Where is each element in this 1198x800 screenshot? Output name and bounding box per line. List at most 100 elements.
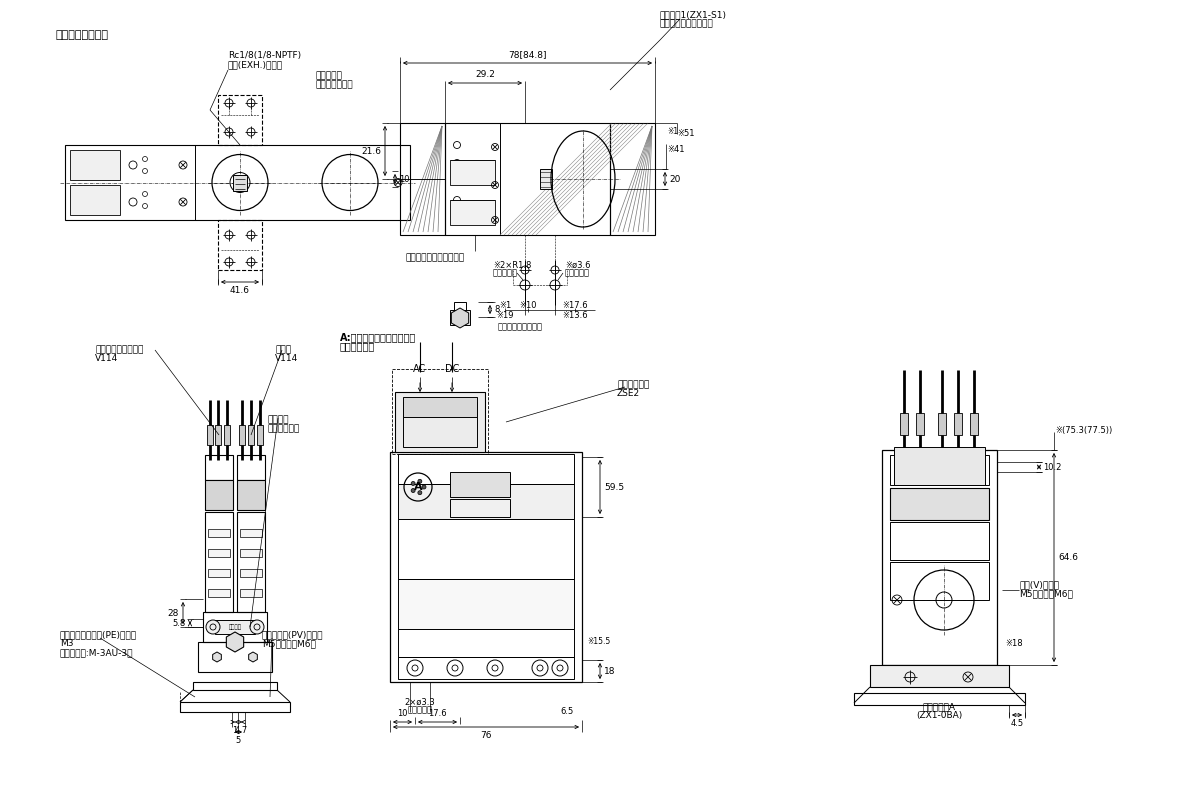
- Bar: [854, 693, 1025, 705]
- Bar: [208, 569, 230, 577]
- Text: A:ロックナット付破壊流量: A:ロックナット付破壊流量: [340, 332, 416, 342]
- Text: ポート排気の場合: ポート排気の場合: [55, 30, 108, 40]
- Text: 真空スイッチ: 真空スイッチ: [617, 380, 649, 389]
- Text: 1: 1: [232, 726, 237, 735]
- Bar: [240, 589, 262, 597]
- Bar: [205, 480, 232, 510]
- Text: Rc1/8(1/8-NPTF): Rc1/8(1/8-NPTF): [228, 51, 301, 60]
- Circle shape: [206, 620, 220, 634]
- Bar: [238, 425, 246, 445]
- Bar: [392, 369, 488, 454]
- Bar: [398, 484, 574, 519]
- Bar: [454, 302, 466, 310]
- Bar: [258, 425, 264, 445]
- Text: 76: 76: [480, 731, 491, 740]
- Text: ※10: ※10: [519, 301, 537, 310]
- Bar: [540, 169, 552, 189]
- Bar: [232, 174, 247, 190]
- Text: エジェクタ＋サイレンサ: エジェクタ＋サイレンサ: [405, 253, 464, 262]
- Text: 2×ø3.3: 2×ø3.3: [405, 698, 435, 706]
- Bar: [450, 200, 495, 225]
- Text: 21.6: 21.6: [361, 146, 381, 155]
- Text: （ニードル全開時）: （ニードル全開時）: [498, 322, 543, 331]
- Bar: [237, 512, 265, 612]
- Text: マニュアル: マニュアル: [315, 71, 341, 80]
- Text: ※41: ※41: [667, 145, 684, 154]
- Text: ZSE2: ZSE2: [617, 389, 640, 398]
- Text: 10.2: 10.2: [1043, 462, 1061, 471]
- Bar: [218, 220, 262, 270]
- Bar: [403, 402, 477, 447]
- Bar: [400, 123, 444, 235]
- Bar: [398, 454, 574, 484]
- Text: 5: 5: [236, 736, 241, 745]
- Bar: [237, 455, 265, 480]
- Text: 10: 10: [398, 709, 407, 718]
- Text: M3: M3: [60, 639, 73, 648]
- Bar: [205, 512, 232, 612]
- Bar: [202, 612, 267, 642]
- Text: ※1: ※1: [498, 301, 512, 310]
- Text: パイロット圧排気(PE)ポート: パイロット圧排気(PE)ポート: [60, 630, 137, 639]
- Text: 10: 10: [399, 174, 410, 183]
- Circle shape: [418, 490, 422, 494]
- Text: 調整ニードル: 調整ニードル: [268, 424, 301, 433]
- Text: V114: V114: [276, 354, 298, 363]
- Circle shape: [411, 482, 416, 486]
- Bar: [240, 529, 262, 537]
- Bar: [193, 682, 277, 690]
- Bar: [890, 455, 990, 485]
- Text: 18: 18: [604, 666, 616, 675]
- Text: 4.7: 4.7: [235, 726, 248, 735]
- Bar: [205, 455, 232, 480]
- Text: ※51: ※51: [677, 130, 695, 138]
- Text: 調整ニードル: 調整ニードル: [340, 341, 375, 351]
- Text: 78[84.8]: 78[84.8]: [508, 50, 546, 59]
- Bar: [954, 413, 962, 435]
- Bar: [240, 549, 262, 557]
- Text: 真空(V)ポート: 真空(V)ポート: [1019, 581, 1059, 590]
- Text: ※13.6: ※13.6: [562, 310, 588, 319]
- Text: 29.2: 29.2: [476, 70, 495, 79]
- Text: ※(75.3(77.5)): ※(75.3(77.5)): [1055, 426, 1112, 434]
- Text: スペーサ1(ZX1-S1): スペーサ1(ZX1-S1): [660, 10, 727, 19]
- Bar: [218, 95, 262, 145]
- Text: 破壊弁: 破壊弁: [276, 345, 291, 354]
- Text: V114: V114: [95, 354, 119, 363]
- Bar: [916, 413, 924, 435]
- Text: 破壊流量: 破壊流量: [268, 415, 290, 424]
- Bar: [248, 425, 254, 445]
- Text: （取付穴）: （取付穴）: [494, 269, 518, 278]
- Text: 4.5: 4.5: [1010, 719, 1023, 728]
- Text: （ノンロック）: （ノンロック）: [315, 80, 352, 89]
- Circle shape: [418, 479, 422, 483]
- Bar: [207, 425, 213, 445]
- Bar: [69, 150, 120, 180]
- Text: M5（またはM6）: M5（またはM6）: [262, 639, 316, 648]
- Bar: [398, 657, 574, 679]
- Text: DC: DC: [444, 364, 459, 374]
- Bar: [900, 413, 908, 435]
- Bar: [890, 488, 990, 520]
- Bar: [180, 702, 290, 712]
- Text: （推奨継手:M-3AU-3）: （推奨継手:M-3AU-3）: [60, 648, 133, 657]
- Text: (ZX1-0BA): (ZX1-0BA): [916, 711, 962, 720]
- Text: ブラケットA: ブラケットA: [922, 702, 956, 711]
- Text: ※15.5: ※15.5: [587, 638, 610, 646]
- Text: 8: 8: [494, 305, 500, 314]
- Text: ※ø3.6: ※ø3.6: [565, 261, 591, 270]
- Text: 20: 20: [668, 174, 680, 183]
- Text: 6.5: 6.5: [561, 707, 574, 717]
- Bar: [938, 413, 946, 435]
- Text: M5（またはM6）: M5（またはM6）: [1019, 590, 1073, 598]
- Text: 排気(EXH.)ポート: 排気(EXH.)ポート: [228, 60, 283, 69]
- Bar: [398, 519, 574, 579]
- Text: ※2×R1.8: ※2×R1.8: [494, 261, 532, 270]
- Text: 17.6: 17.6: [428, 709, 447, 718]
- Bar: [214, 620, 255, 634]
- Text: A: A: [413, 482, 423, 492]
- Bar: [224, 425, 230, 445]
- Text: 5.8: 5.8: [173, 618, 186, 627]
- Bar: [610, 123, 655, 235]
- Text: （側面取付時に使用）: （側面取付時に使用）: [660, 19, 714, 28]
